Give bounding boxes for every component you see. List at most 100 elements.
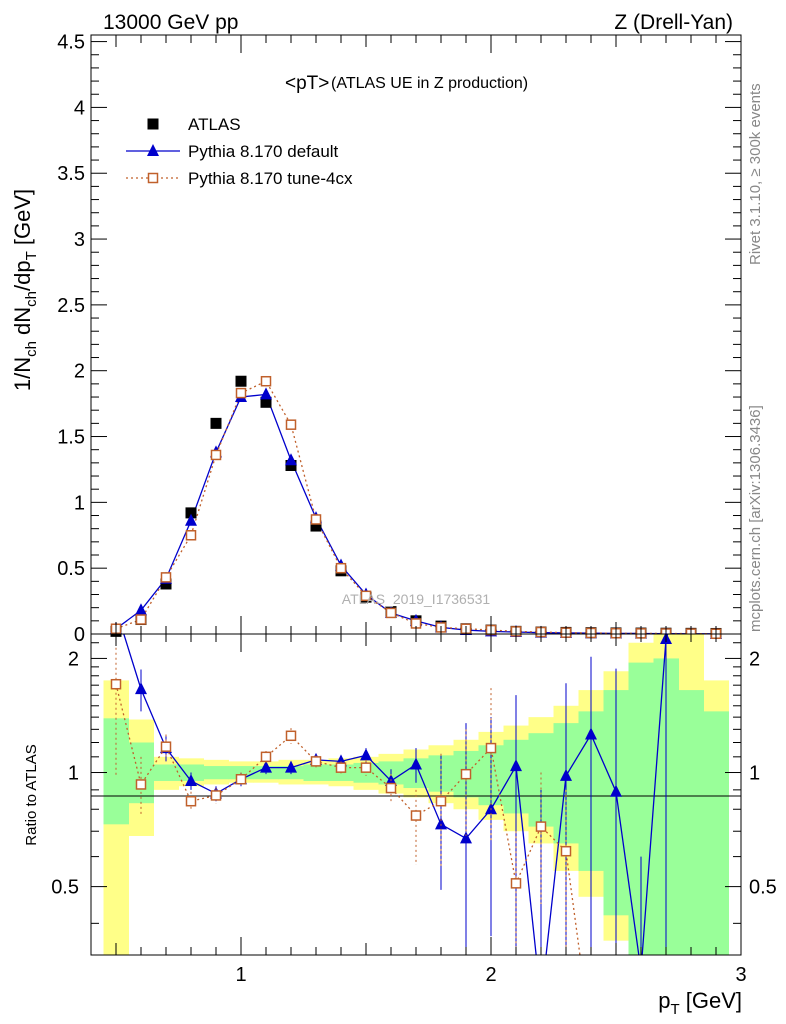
main-point-atlas [185,507,197,519]
ratio-point-pythia-8-170-tune-4cx [385,782,397,794]
ratio-point-pythia-8-170-tune-4cx [510,878,522,889]
main-point-pythia-8-170-tune-4cx [360,590,372,602]
ratio-band-green [678,690,704,955]
ratio-point-pythia-8-170-default [135,682,147,695]
main-y-tick-label: 0.5 [57,558,85,580]
main-y-tick-label: 3.5 [57,163,85,185]
main-point-atlas [260,396,272,408]
plot-title-main: <pT> [285,73,329,94]
main-point-pythia-8-170-tune-4cx [260,375,272,387]
ratio-y-tick-label-right: 2 [749,648,760,670]
ratio-point-pythia-8-170-tune-4cx [310,756,322,767]
header-right: Z (Drell-Yan) [614,11,733,34]
ratio-y-tick-label-right: 1 [749,763,760,785]
main-point-pythia-8-170-tune-4cx [210,449,222,461]
main-point-pythia-8-170-tune-4cx [310,514,322,525]
ratio-point-pythia-8-170-tune-4cx [485,742,497,754]
legend-label: Pythia 8.170 default [188,142,339,161]
x-tick-label: 3 [735,964,746,986]
ratio-marks [110,632,672,955]
ratio-point-pythia-8-170-tune-4cx [560,845,572,857]
ratio-y-tick-label-right: 0.5 [749,877,777,899]
ratio-point-pythia-8-170-default [560,768,572,781]
ratio-point-pythia-8-170-tune-4cx [235,773,247,785]
ratio-point-pythia-8-170-default [610,784,622,797]
main-x-ticks [115,35,742,634]
main-point-atlas [310,520,322,532]
main-y-axis: 0 0.5 1 1.5 2 2.5 3 3.5 4 4.5 [57,32,741,646]
main-y-tick-label: 3 [74,229,85,251]
ratio-point-pythia-8-170-tune-4cx [460,768,472,780]
main-point-pythia-8-170-tune-4cx [135,614,147,625]
ratio-panel: 0.5 0.5 1 1 2 2 1 2 3 Ratio to ATLAS pT [GeV] [23,632,777,1018]
ratio-band-green [153,764,179,781]
legend-marker [147,144,159,156]
legend-label: Pythia 8.170 tune-4cx [188,169,353,188]
legend-item-pythia-8-170-tune-4cx: Pythia 8.170 tune-4cx [126,169,353,188]
analysis-watermark: ATLAS_2019_I1736531 [342,591,491,607]
ratio-band-green [203,766,229,780]
ratio-point-pythia-8-170-tune-4cx [110,678,122,690]
ratio-point-pythia-8-170-tune-4cx [185,795,197,807]
header-left: 13000 GeV pp [103,11,238,34]
main-y-tick-label: 4.5 [57,32,85,54]
main-point-pythia-8-170-tune-4cx [235,387,247,399]
legend-item-atlas: ATLAS [147,115,241,134]
legend-label: ATLAS [188,115,241,134]
ratio-y-label: Ratio to ATLAS [23,744,40,845]
main-y-tick-label: 1 [74,492,85,514]
ratio-point-pythia-8-170-default [410,757,422,770]
ratio-y-tick-label: 1 [68,763,79,785]
legend: ATLAS Pythia 8.170 default Pythia 8.170 tu… [126,115,353,188]
ratio-band-green [303,764,329,781]
ratio-point-pythia-8-170-tune-4cx [410,810,422,821]
ratio-point-pythia-8-170-default [285,760,297,773]
main-y-tick-label: 1.5 [57,427,85,449]
ratio-y-tick-label: 0.5 [51,877,79,899]
ratio-point-pythia-8-170-default [360,748,372,761]
ratio-point-pythia-8-170-tune-4cx [160,741,172,752]
ratio-point-pythia-8-170-default [585,727,597,740]
main-y-tick-label: 4 [74,97,85,119]
main-point-atlas [235,375,247,387]
ratio-uncertainty-bands [103,634,729,955]
ratio-point-pythia-8-170-default [185,773,197,786]
main-point-atlas [285,459,297,471]
side-label-top: Rivet 3.1.10, ≥ 300k events [747,83,764,265]
main-y-tick-label: 2 [74,361,85,383]
plot-title-sub: (ATLAS UE in Z production) [331,75,528,92]
main-point-pythia-8-170-tune-4cx [385,607,397,619]
ratio-point-pythia-8-170-default [260,760,272,773]
ratio-x-axis: 1 2 3 [115,634,747,986]
main-point-pythia-8-170-tune-4cx [335,562,347,574]
main-point-pythia-8-170-default [185,513,197,526]
main-panel: 0 0.5 1 1.5 2 2.5 3 3.5 4 4.5 <pT> (ATLAS UE in Z… [10,32,742,646]
side-label-bottom: mcplots.cern.ch [arXiv:1306.3436] [747,405,764,632]
legend-item-pythia-8-170-default: Pythia 8.170 default [126,142,339,161]
main-point-atlas [210,417,222,429]
main-point-pythia-8-170-tune-4cx [285,419,297,430]
ratio-point-pythia-8-170-default [510,759,522,772]
ratio-point-pythia-8-170-tune-4cx [535,821,547,832]
main-point-pythia-8-170-tune-4cx [185,530,197,541]
ratio-point-pythia-8-170-tune-4cx [435,795,447,807]
ratio-point-pythia-8-170-default [435,817,447,830]
main-point-atlas [160,578,172,590]
ratio-y-axis: 0.5 0.5 1 1 2 2 [51,642,777,924]
ratio-point-pythia-8-170-tune-4cx [135,779,147,790]
ratio-point-pythia-8-170-tune-4cx [360,762,372,773]
ratio-y-tick-label: 2 [68,648,79,670]
ratio-point-pythia-8-170-tune-4cx [335,762,347,773]
ratio-point-pythia-8-170-tune-4cx [285,730,297,742]
main-y-tick-label: 0 [74,624,85,646]
main-point-pythia-8-170-tune-4cx [160,572,172,583]
main-point-pythia-8-170-default [285,453,297,466]
main-point-pythia-8-170-default [135,603,147,616]
ratio-band-green [103,718,129,825]
legend-marker [147,118,159,130]
x-axis-label: pT [GeV] [658,988,742,1018]
ratio-point-pythia-8-170-tune-4cx [210,790,222,801]
ratio-point-pythia-8-170-default [460,831,472,844]
ratio-band-green [703,711,729,955]
